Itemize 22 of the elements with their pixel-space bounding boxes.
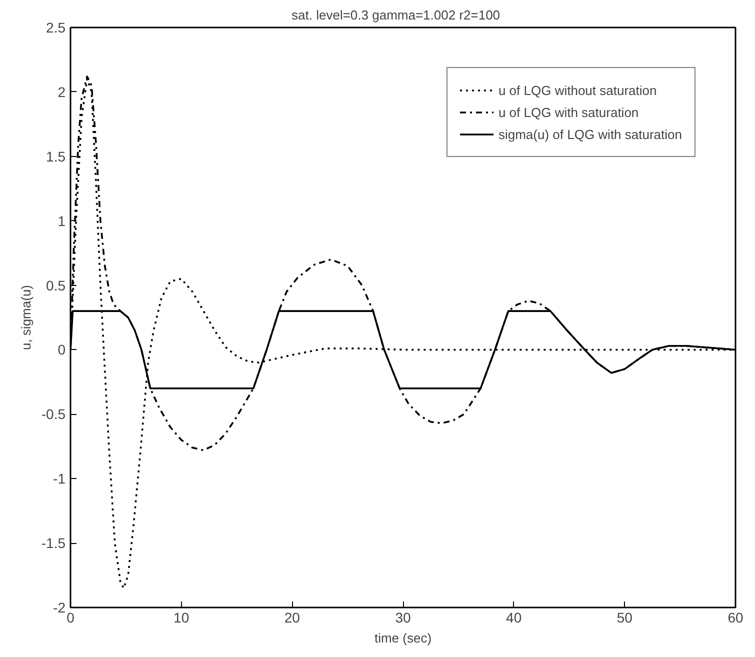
legend-label: u of LQG with saturation xyxy=(498,104,639,120)
x-tick-label: 60 xyxy=(728,610,744,626)
y-tick-label: -1 xyxy=(53,470,66,487)
legend-label: sigma(u) of LQG with saturation xyxy=(498,126,682,142)
x-tick-label: 40 xyxy=(506,610,522,626)
y-tick-label: 2.5 xyxy=(46,20,66,36)
legend-label: u of LQG without saturation xyxy=(498,82,657,98)
y-tick-label: 1 xyxy=(58,212,66,229)
x-axis-title: time (sec) xyxy=(374,630,432,646)
y-tick-label: 0.5 xyxy=(46,277,66,294)
y-axis-title: u, sigma(u) xyxy=(18,284,34,350)
x-tick-label: 20 xyxy=(284,610,300,626)
y-tick-label: -2 xyxy=(53,600,66,616)
y-tick-label: 1.5 xyxy=(46,148,66,164)
chart-title: sat. level=0.3 gamma=1.002 r2=100 xyxy=(292,8,500,22)
y-tick-label: 0 xyxy=(58,342,66,358)
x-tick-label: 10 xyxy=(174,610,190,626)
x-tick-label: 30 xyxy=(395,610,411,626)
y-tick-label: 2 xyxy=(58,84,66,100)
x-tick-label: 50 xyxy=(616,610,633,626)
y-tick-label: -1.5 xyxy=(41,535,66,552)
y-tick-label: -0.5 xyxy=(41,406,66,422)
